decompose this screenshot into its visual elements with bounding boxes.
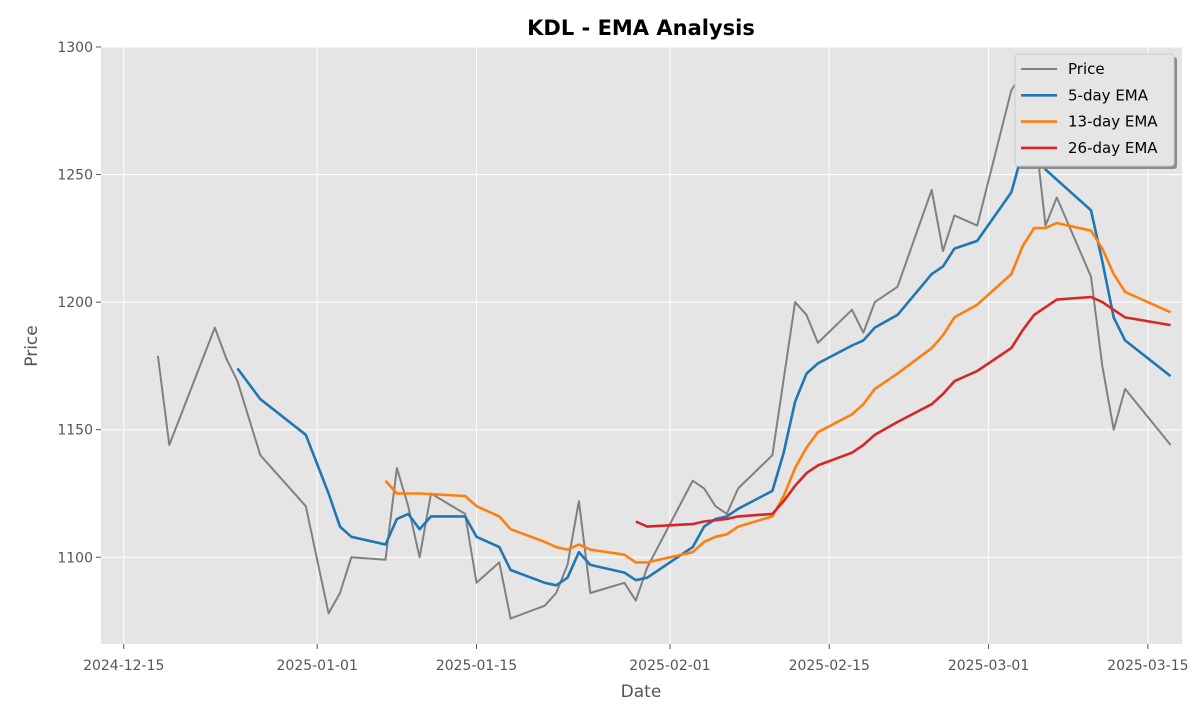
legend-label: 26-day EMA xyxy=(1068,139,1158,157)
x-axis-label: Date xyxy=(621,682,662,702)
legend-box xyxy=(1014,53,1175,167)
x-tick-label: 2025-03-01 xyxy=(948,658,1029,674)
y-tick-label: 1200 xyxy=(57,295,93,311)
legend-label: Price xyxy=(1068,60,1105,78)
chart-title: KDL - EMA Analysis xyxy=(527,16,755,40)
axes: 1100 1150 1200 1250 1300 2024-12-15 2025-01-01… xyxy=(57,40,1188,674)
y-tick-label: 1150 xyxy=(57,423,93,439)
legend-label: 13-day EMA xyxy=(1068,113,1158,131)
x-tick-label: 2024-12-15 xyxy=(83,658,164,674)
x-tick-label: 2025-01-15 xyxy=(436,658,517,674)
y-tick-label: 1100 xyxy=(57,550,93,566)
x-tick-label: 2025-03-15 xyxy=(1107,658,1188,674)
legend: Price 5-day EMA 13-day EMA 26-day EMA xyxy=(1014,53,1177,169)
x-tick-label: 2025-02-15 xyxy=(789,658,870,674)
y-axis-label: Price xyxy=(22,325,42,366)
legend-label: 5-day EMA xyxy=(1068,86,1149,104)
series-line-13-day-ema xyxy=(384,221,1172,564)
y-tick-label: 1250 xyxy=(57,168,93,184)
y-tick-label: 1300 xyxy=(57,40,93,56)
x-tick-label: 2025-02-01 xyxy=(629,658,710,674)
grid-lines xyxy=(101,46,1182,644)
series-line-26-day-ema xyxy=(635,295,1171,528)
x-tick-label: 2025-01-01 xyxy=(277,658,358,674)
plot-area xyxy=(101,47,1182,644)
